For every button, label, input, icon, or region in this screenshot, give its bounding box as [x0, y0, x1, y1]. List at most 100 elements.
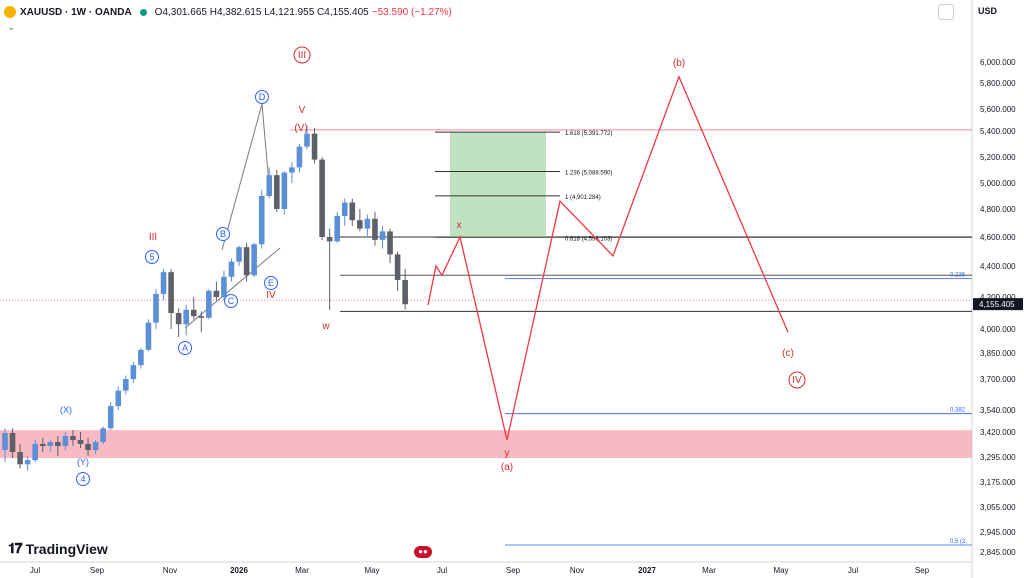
support-zone [0, 430, 972, 459]
time-tick-label: Mar [295, 566, 309, 575]
symbol-header: XAUUSD · 1W · OANDA O4,301.665 H4,382.61… [4, 3, 452, 21]
candle-body [17, 452, 23, 465]
wave-label-blue: D [259, 92, 266, 102]
candle-body [145, 322, 152, 350]
wave-circle [145, 250, 159, 264]
symbol-title[interactable]: XAUUSD · 1W · OANDA [20, 6, 132, 18]
candle-body [281, 172, 288, 209]
time-tick-label: 2027 [638, 566, 656, 575]
candle-body [402, 279, 408, 305]
candle-body [183, 309, 189, 325]
wave-label-red: III [149, 232, 157, 243]
chart-controls [938, 4, 954, 20]
candle-body [274, 175, 280, 209]
fib-retracement-label: 0.236 [950, 272, 966, 278]
candle-body [168, 272, 174, 313]
candle-body [47, 442, 54, 446]
wave-circle [264, 276, 278, 290]
wave-label-blue: B [220, 229, 226, 239]
candle-body [24, 460, 31, 465]
projection-path [427, 74, 789, 441]
fib-retracement-label: 0.5 (2, [950, 539, 967, 545]
price-tick-label: 2,845.000 [980, 548, 1016, 557]
fib-extension-label: 1.618 (5,391.772) [565, 131, 612, 137]
candle-body [236, 247, 242, 262]
candle-body [349, 202, 356, 221]
candle-body [379, 231, 386, 240]
chevron-down-icon[interactable]: ⌄ [7, 22, 16, 33]
fib-retracement-label: 0.382 [950, 408, 966, 414]
candle-body [296, 146, 303, 168]
wave-label-blue: C [228, 296, 235, 306]
settings-icon[interactable] [938, 4, 954, 20]
ohlc-values: O4,301.665 H4,382.615 L4,121.955 C4,155.… [154, 6, 369, 18]
candle-body [138, 349, 144, 366]
wave-circle [293, 46, 311, 64]
time-tick-label: May [364, 566, 379, 575]
wave-circle [76, 472, 90, 486]
wave-label-red: V [299, 105, 306, 116]
brand-name: TradingView [25, 540, 108, 557]
wave-label-red: (c) [782, 348, 794, 359]
fib-extension-label: 0.618 (4,598.103) [565, 236, 612, 242]
candle-body [123, 379, 129, 391]
wave-label-red: IV [792, 375, 802, 386]
candle-body [243, 247, 250, 276]
candle-body [153, 293, 159, 323]
candle-body [221, 276, 227, 297]
candle-body [357, 220, 363, 229]
wave-label-red: y [505, 448, 510, 459]
wave-label-red: (a) [501, 462, 513, 473]
price-tick-label: 3,700.000 [980, 375, 1016, 384]
candle-body [85, 444, 91, 450]
fib-extension-label: 1 (4,901.284) [565, 195, 601, 201]
candle-body [175, 313, 182, 325]
time-tick-label: Sep [915, 566, 930, 575]
candle-body [107, 406, 114, 429]
last-price-tag [973, 298, 1023, 311]
target-box [450, 132, 546, 238]
candle-body [364, 218, 371, 229]
candle-body [130, 365, 137, 379]
candle-body [92, 442, 99, 450]
candle-body [115, 390, 122, 407]
price-tick-label: 3,055.000 [980, 503, 1016, 512]
wave-label-blue: (X) [60, 405, 72, 415]
gold-coin-icon [4, 6, 16, 18]
price-tick-label: 5,200.000 [980, 153, 1016, 162]
candle-body [62, 436, 69, 446]
wave-circle [788, 371, 806, 389]
price-change: −53.590 (−1.27%) [371, 6, 452, 18]
wave-label-red: (V) [294, 123, 307, 134]
candle-body [341, 202, 348, 216]
price-tick-label: 4,000.000 [980, 325, 1016, 334]
candle-body [213, 290, 220, 297]
time-tick-label: May [773, 566, 788, 575]
candle-body [77, 440, 84, 444]
wave-label-blue: A [182, 343, 188, 353]
candle-body [160, 272, 167, 294]
candle-body [55, 442, 61, 446]
price-tick-label: 5,000.000 [980, 179, 1016, 188]
candle-body [266, 175, 273, 196]
market-status-icon [139, 8, 147, 16]
price-tick-label: 4,400.000 [980, 262, 1016, 271]
tradingview-logo[interactable]: 𝟏𝟕 TradingView [8, 540, 108, 557]
last-price-label: 4,155.405 [979, 300, 1015, 309]
candle-body [70, 436, 76, 440]
price-tick-label: 5,400.000 [980, 127, 1016, 136]
wave-circle [255, 90, 269, 104]
wave-label-red: III [298, 50, 306, 61]
events-flag-icon[interactable]: ●● [414, 546, 432, 558]
candle-body [32, 444, 38, 461]
wave-label-red: x [457, 220, 462, 231]
price-tick-label: 3,175.000 [980, 478, 1016, 487]
price-tick-label: 5,600.000 [980, 105, 1016, 114]
candle-body [228, 261, 235, 277]
time-tick-label: Jul [437, 566, 447, 575]
time-tick-label: Nov [570, 566, 584, 575]
price-tick-label: 3,420.000 [980, 428, 1016, 437]
candle-body [334, 216, 340, 242]
price-tick-label: 5,800.000 [980, 79, 1016, 88]
